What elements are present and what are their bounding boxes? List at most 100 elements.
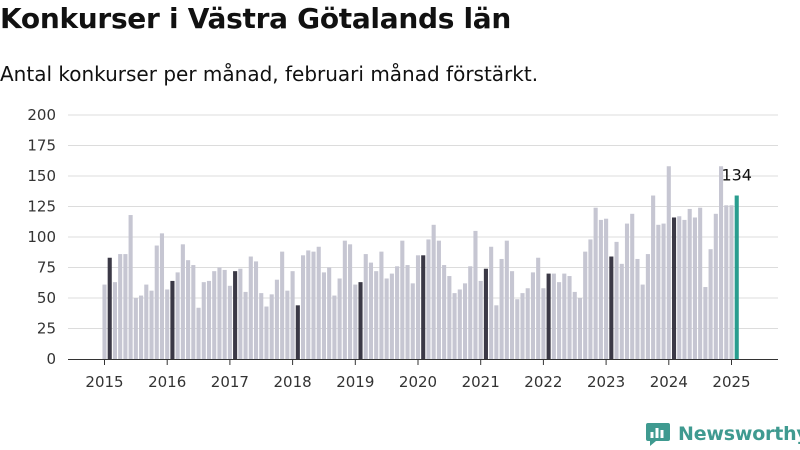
bar	[442, 265, 447, 359]
bar	[468, 266, 473, 359]
bar-february	[358, 282, 363, 359]
bar	[144, 284, 149, 359]
bar	[598, 219, 603, 359]
bar	[389, 273, 394, 359]
bar	[635, 258, 640, 359]
x-axis: 2015 2016 2017 2018 2019 2020 2021 2022 2023 2024…	[68, 359, 778, 391]
y-tick-label: 150	[27, 167, 56, 185]
bar	[201, 282, 206, 359]
bar	[473, 230, 478, 359]
bar	[577, 298, 583, 359]
bar	[593, 207, 598, 359]
y-tick-label: 75	[37, 259, 56, 277]
brand-logo: Newsworthy	[644, 419, 800, 449]
bar	[301, 255, 306, 359]
x-tick-label: 2017	[211, 373, 249, 391]
y-tick-label: 175	[27, 137, 56, 155]
bar	[154, 245, 159, 359]
bar	[557, 282, 562, 359]
y-tick-label: 125	[27, 198, 56, 216]
bar	[102, 284, 107, 359]
bar	[149, 290, 154, 359]
bar-february	[671, 217, 677, 359]
bar	[175, 272, 180, 359]
bar	[264, 306, 269, 359]
bar	[666, 166, 671, 359]
y-tick-label: 50	[37, 289, 56, 307]
bar	[290, 271, 295, 359]
bar	[118, 254, 123, 359]
bar	[316, 246, 321, 359]
bar	[165, 289, 170, 359]
bar	[510, 271, 515, 359]
bar	[661, 223, 666, 359]
bar	[353, 284, 358, 359]
bar-february	[295, 305, 300, 359]
bar	[504, 240, 509, 359]
y-tick-label: 100	[27, 228, 56, 246]
bar	[499, 258, 504, 359]
chart-annotations: 134	[721, 166, 752, 185]
bar	[348, 244, 353, 359]
bar	[321, 272, 326, 359]
bar	[541, 288, 546, 359]
bar-february	[546, 273, 551, 359]
bar	[186, 260, 191, 359]
newsworthy-logo-icon	[646, 423, 670, 446]
bar	[253, 261, 259, 359]
bar	[159, 233, 165, 359]
bar	[583, 251, 588, 359]
y-tick-label: 0	[46, 350, 56, 368]
bar	[604, 218, 609, 359]
bar	[703, 287, 708, 359]
bar	[682, 219, 687, 359]
bar	[489, 246, 494, 359]
bar	[415, 255, 421, 359]
bar	[645, 254, 650, 359]
bar	[259, 293, 264, 359]
chart-title: Konkurser i Västra Götalands län	[0, 2, 512, 35]
bar	[436, 240, 441, 359]
bar	[227, 285, 232, 359]
bar	[332, 295, 337, 359]
bar	[243, 291, 248, 359]
bar	[123, 254, 128, 359]
bar	[206, 280, 212, 359]
bar	[133, 298, 138, 359]
y-axis-tick-labels: 0 25 50 75 100 125 150 175 200	[27, 106, 56, 368]
bar	[400, 240, 405, 359]
x-tick-label: 2020	[399, 373, 437, 391]
bar	[692, 217, 697, 359]
x-tick-label: 2015	[85, 373, 123, 391]
bar	[222, 269, 227, 359]
x-tick-label: 2025	[712, 373, 750, 391]
bar	[196, 307, 201, 359]
bar	[337, 278, 342, 359]
x-tick-label: 2016	[148, 373, 186, 391]
bar	[624, 223, 630, 359]
bar	[478, 280, 483, 359]
bar	[238, 268, 243, 359]
bar	[619, 263, 624, 359]
bar-february	[421, 255, 426, 359]
bar	[447, 276, 452, 359]
bar-february	[107, 257, 112, 359]
bar	[327, 267, 332, 359]
bar	[248, 256, 253, 359]
bar	[640, 284, 645, 359]
bar	[530, 272, 535, 359]
bar-february	[233, 271, 238, 359]
bar	[494, 305, 499, 359]
bar	[457, 289, 462, 359]
bar	[217, 267, 222, 359]
bar	[410, 283, 415, 359]
bar	[588, 239, 593, 359]
bar	[515, 299, 520, 359]
bar	[536, 257, 541, 359]
bar	[525, 288, 530, 359]
bar	[677, 216, 682, 359]
bar	[698, 207, 703, 359]
brand-name: Newsworthy	[678, 423, 800, 445]
bar	[285, 290, 290, 359]
bar	[687, 208, 692, 359]
